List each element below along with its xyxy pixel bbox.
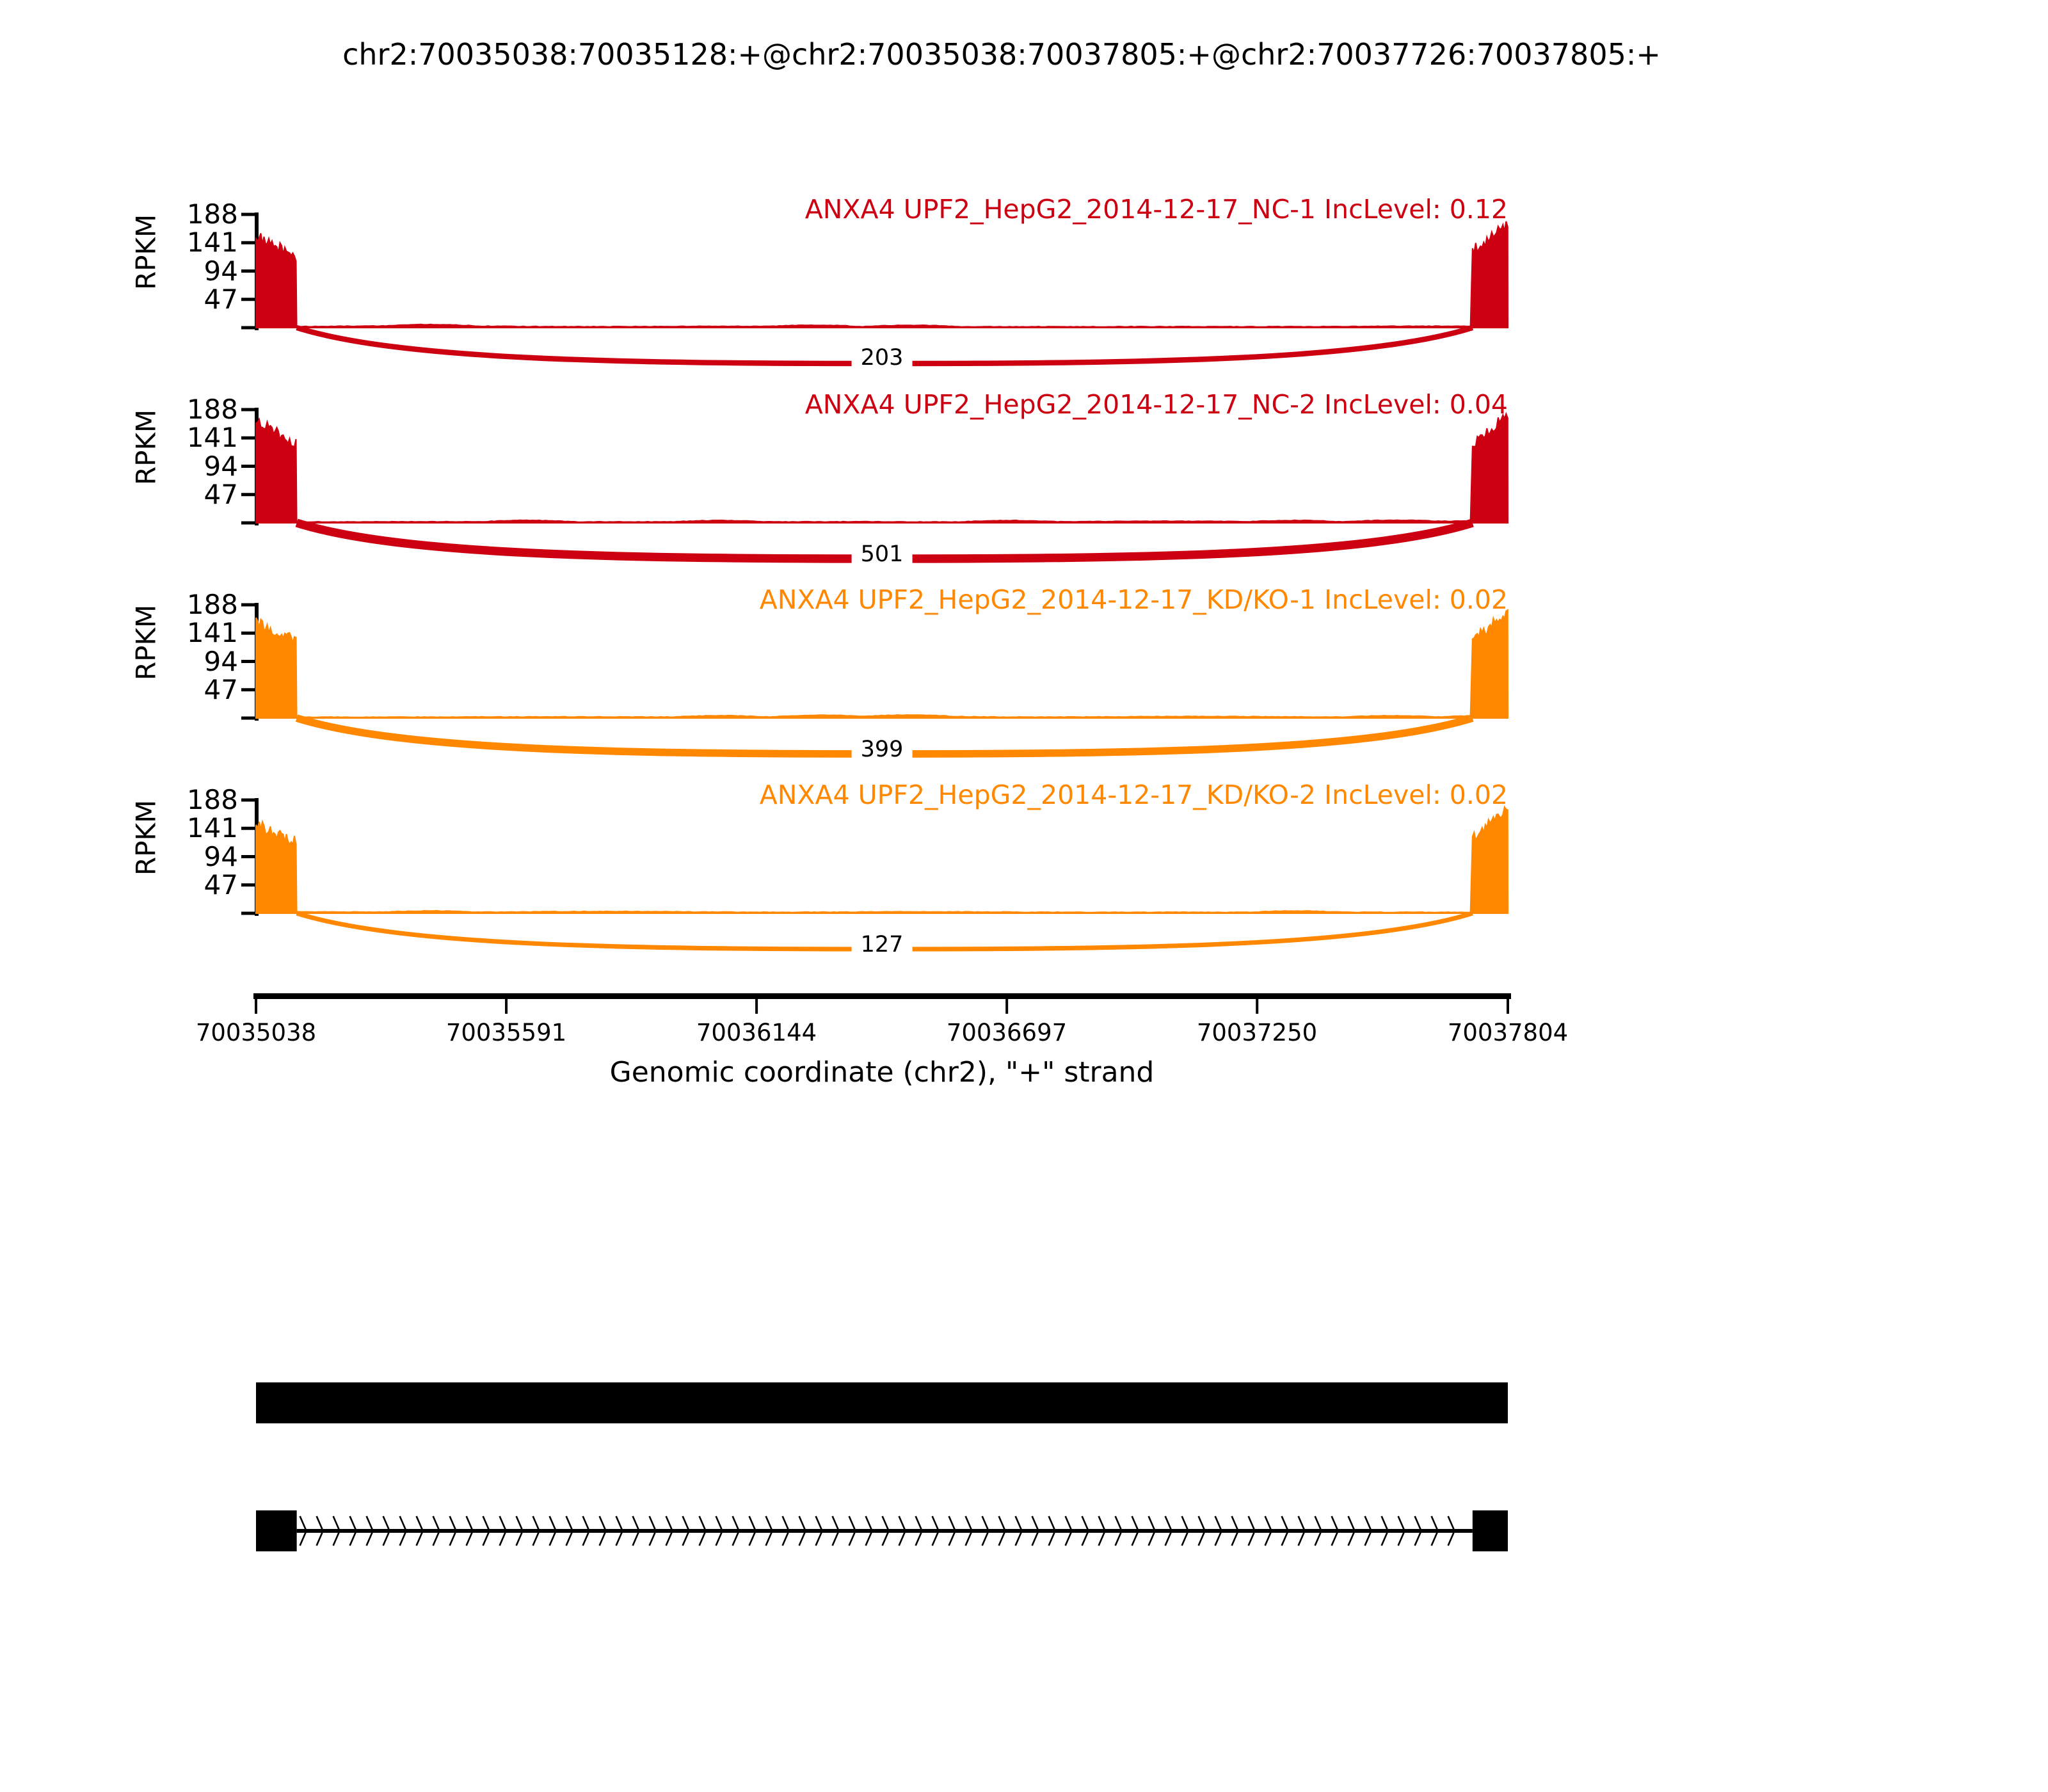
y-tick-label: 188	[186, 784, 238, 815]
coverage-area	[255, 609, 1509, 719]
y-tick-label: 188	[186, 589, 238, 620]
y-tick-label: 141	[186, 812, 238, 844]
coverage-area	[255, 805, 1509, 914]
junction-read-count: 203	[851, 344, 913, 372]
x-tick-label: 70035591	[445, 1019, 567, 1046]
x-tick-label: 70036697	[946, 1019, 1068, 1046]
coverage-area	[255, 412, 1509, 524]
y-tick-label: 141	[186, 617, 238, 648]
junction-read-count: 399	[851, 735, 913, 764]
x-tick-label: 70035038	[195, 1019, 317, 1046]
isoform-long-exon	[256, 1382, 1508, 1423]
x-tick-label: 70036144	[696, 1019, 817, 1046]
isoform-exon	[256, 1510, 297, 1551]
y-tick-label: 47	[204, 674, 238, 705]
coverage-area	[255, 221, 1509, 328]
track-label: ANXA4 UPF2_HepG2_2014-12-17_KD/KO-2 IncL…	[759, 780, 1508, 810]
intron-direction-chevron-icons	[299, 1516, 1456, 1546]
x-tick-label: 70037250	[1196, 1019, 1318, 1046]
y-tick-label: 47	[204, 479, 238, 510]
junction-read-count: 127	[851, 931, 913, 959]
x-axis	[253, 993, 1511, 1014]
track-label: ANXA4 UPF2_HepG2_2014-12-17_NC-2 IncLeve…	[804, 389, 1508, 420]
junction-read-count: 501	[851, 540, 913, 568]
y-tick-label: 47	[204, 869, 238, 900]
y-tick-label: 47	[204, 284, 238, 315]
sashimi-track-2	[241, 603, 1509, 758]
y-tick-label: 94	[204, 841, 238, 872]
y-tick-label: 188	[186, 394, 238, 425]
sashimi-track-0	[241, 212, 1509, 367]
y-tick-label: 94	[204, 646, 238, 677]
x-tick-label: 70037804	[1447, 1019, 1569, 1046]
sashimi-track-3	[241, 798, 1509, 952]
isoform-exon	[1472, 1510, 1508, 1551]
intron-line	[296, 1529, 1473, 1533]
sashimi-track-1	[241, 408, 1509, 563]
track-label: ANXA4 UPF2_HepG2_2014-12-17_NC-1 IncLeve…	[804, 194, 1508, 225]
y-tick-label: 94	[204, 255, 238, 287]
y-tick-label: 141	[186, 227, 238, 258]
figure-title: chr2:70035038:70035128:+@chr2:70035038:7…	[342, 37, 1661, 72]
y-tick-label: 188	[186, 198, 238, 230]
y-tick-label: 141	[186, 422, 238, 453]
transcript-diagram	[256, 1382, 1508, 1551]
y-tick-label: 94	[204, 451, 238, 482]
track-label: ANXA4 UPF2_HepG2_2014-12-17_KD/KO-1 IncL…	[759, 584, 1508, 615]
x-axis-title: Genomic coordinate (chr2), "+" strand	[609, 1056, 1155, 1089]
